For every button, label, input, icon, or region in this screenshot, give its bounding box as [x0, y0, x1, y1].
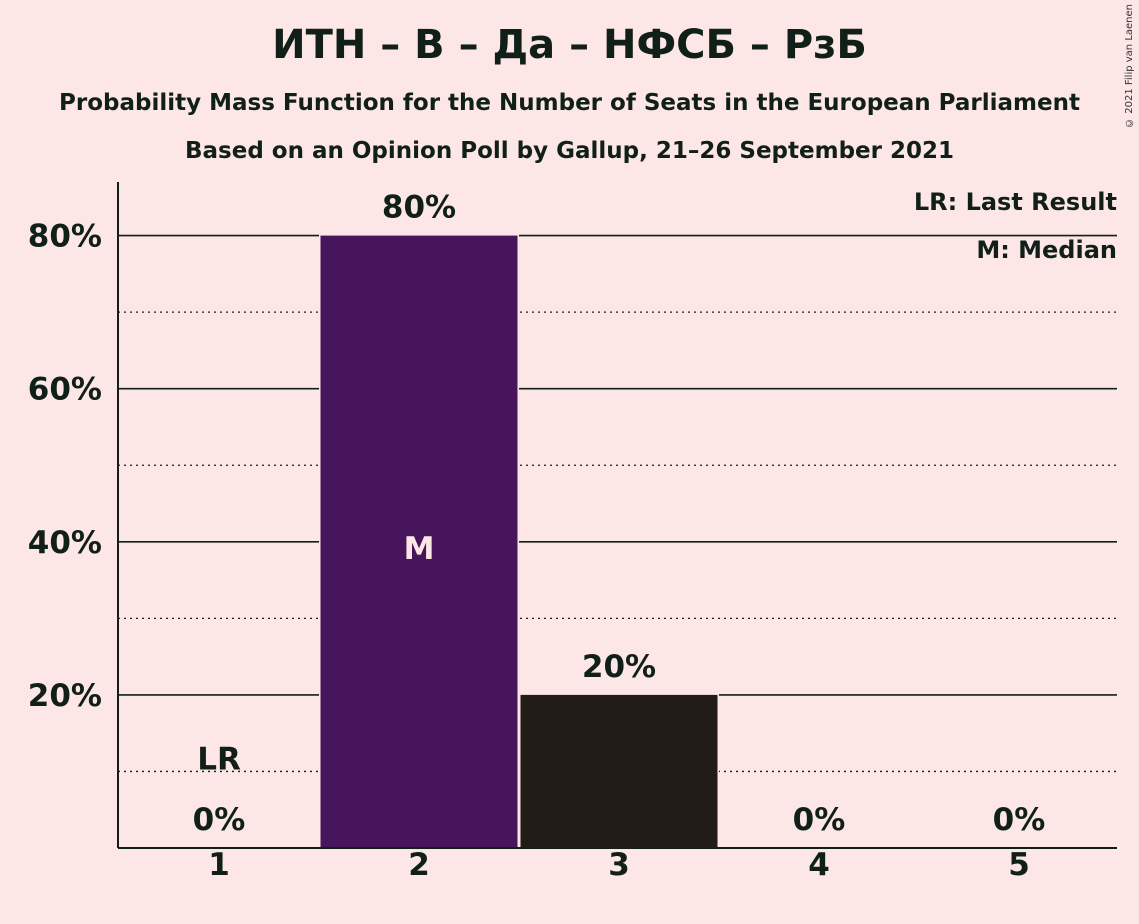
x-tick-label: 5: [1008, 847, 1030, 883]
chart-subtitle-source: Based on an Opinion Poll by Gallup, 21–2…: [184, 138, 955, 164]
y-tick-label: 60%: [28, 372, 102, 408]
x-tick-label: 3: [608, 847, 630, 883]
bar-3: [520, 694, 718, 848]
x-tick-label: 2: [408, 847, 430, 883]
chart-title: ИТН – В – Да – НФСБ – РзБ: [272, 22, 867, 68]
legend-median: M: Median: [976, 236, 1117, 264]
last-result-marker: LR: [197, 741, 241, 777]
value-label: 0%: [193, 802, 246, 838]
bars: [319, 230, 719, 849]
x-tick-label: 4: [808, 847, 830, 883]
y-tick-label: 80%: [28, 219, 102, 255]
median-marker: M: [404, 531, 435, 567]
bar-2: [320, 235, 518, 849]
value-label: 20%: [582, 649, 656, 685]
value-label: 0%: [993, 802, 1046, 838]
value-label: 80%: [382, 190, 456, 226]
chart-subtitle: Probability Mass Function for the Number…: [59, 90, 1080, 116]
axes: [117, 182, 1117, 849]
x-tick-label: 1: [208, 847, 230, 883]
value-label: 0%: [793, 802, 846, 838]
y-tick-label: 20%: [28, 678, 102, 714]
legend-last-result: LR: Last Result: [914, 188, 1117, 216]
y-tick-label: 40%: [28, 525, 102, 561]
